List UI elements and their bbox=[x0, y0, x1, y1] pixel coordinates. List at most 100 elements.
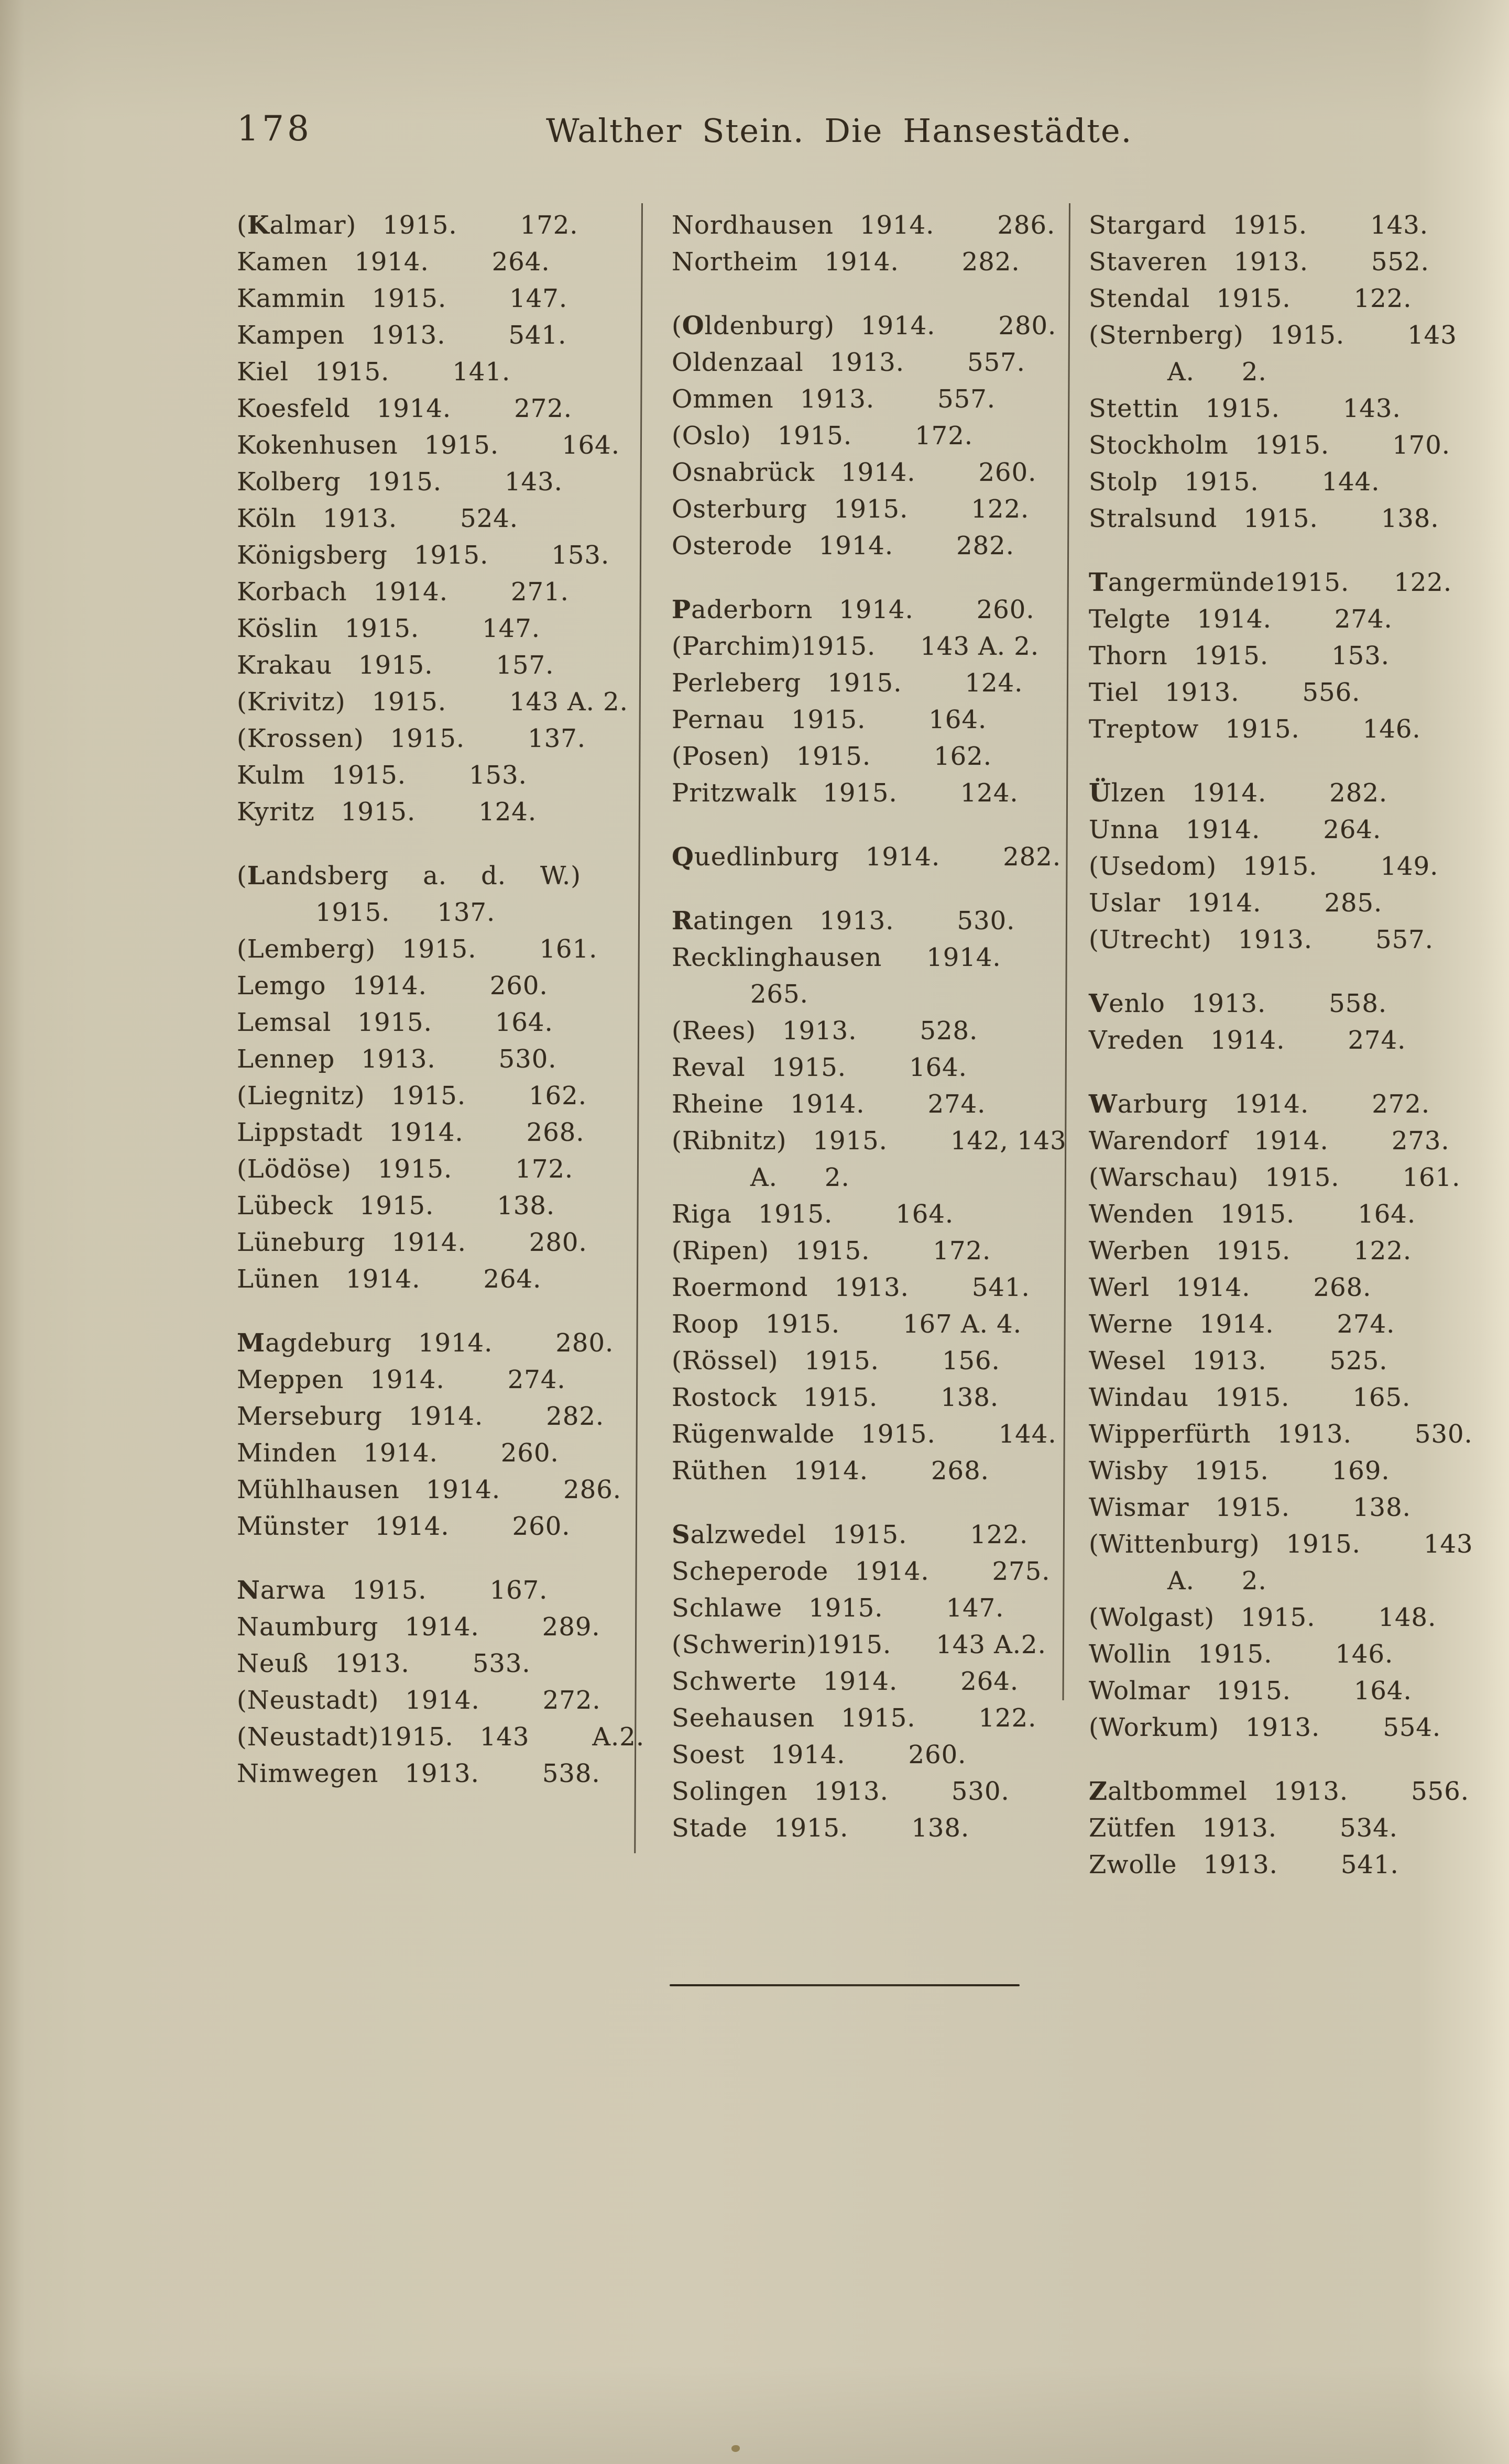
entry-token: 1913. bbox=[322, 504, 398, 533]
entry-token: 1915. bbox=[1215, 1493, 1290, 1522]
index-entry: Kammin 1915. 147. bbox=[237, 280, 634, 317]
entry-token: 280. bbox=[529, 1228, 587, 1257]
entry-token: 1914. bbox=[860, 311, 936, 340]
index-entry: (Schwerin)1915. 143 A.2. bbox=[672, 1626, 1060, 1663]
entry-token: 541. bbox=[508, 321, 567, 350]
entry-token: 1915. bbox=[1286, 1530, 1361, 1559]
index-entry: Rostock 1915. 138. bbox=[672, 1379, 1060, 1416]
entry-token: Magdeburg bbox=[237, 1328, 392, 1358]
index-group: (Kalmar) 1915. 172. Kamen 1914. 264. Kammin 191… bbox=[237, 207, 634, 830]
index-entry: Warendorf 1914. 273. bbox=[1089, 1123, 1467, 1159]
entry-token: 274. bbox=[1337, 1310, 1395, 1339]
entry-token: 1914. bbox=[375, 1512, 450, 1541]
entry-token: 143 bbox=[1407, 321, 1457, 350]
index-entry: Ratingen 1913. 530. bbox=[672, 903, 1060, 939]
entry-token: 1915. bbox=[331, 761, 407, 790]
entry-token: 285. bbox=[1324, 888, 1383, 918]
entry-token: Lüneburg bbox=[237, 1228, 366, 1257]
entry-token: 149. bbox=[1380, 852, 1439, 881]
index-entry: Perleberg 1915. 124. bbox=[672, 665, 1060, 701]
entry-token: 1913. bbox=[1202, 1813, 1277, 1843]
entry-token: 557. bbox=[937, 384, 996, 414]
entry-token: 1914. bbox=[818, 531, 894, 560]
entry-token: Stendal bbox=[1089, 284, 1190, 313]
entry-token: Kolberg bbox=[237, 467, 341, 497]
entry-token: 1913. bbox=[371, 321, 446, 350]
entry-token: 1914. bbox=[1210, 1026, 1285, 1055]
entry-token: 1915. bbox=[832, 1520, 907, 1549]
entry-token: 260. bbox=[978, 458, 1037, 487]
running-title: Walther Stein. Die Hansestädte. bbox=[546, 112, 1133, 150]
entry-token: 169. bbox=[1331, 1456, 1390, 1486]
index-group: Warburg 1914. 272. Warendorf 1914. 273. (Warsc… bbox=[1089, 1086, 1473, 1746]
index-entry: Krakau 1915. 157. bbox=[237, 647, 634, 684]
index-entry: Neuß 1913. 533. bbox=[237, 1645, 634, 1682]
entry-token: 144. bbox=[1321, 467, 1380, 497]
entry-token: Soest bbox=[672, 1740, 745, 1769]
index-entry: Stockholm 1915. 170. bbox=[1089, 427, 1467, 464]
entry-token: Lünen bbox=[237, 1264, 320, 1294]
entry-token: (Wolgast) bbox=[1089, 1603, 1215, 1632]
entry-token: 272. bbox=[542, 1686, 601, 1715]
entry-token: 1915. bbox=[391, 1081, 466, 1110]
entry-token: 1914. bbox=[376, 394, 452, 423]
entry-token: 274. bbox=[1348, 1026, 1406, 1055]
index-entry: Rüthen 1914. 268. bbox=[672, 1453, 1060, 1489]
index-entry: Kyritz 1915. 124. bbox=[237, 794, 634, 830]
entry-token: 557. bbox=[1375, 925, 1434, 954]
index-entry: Uslar 1914. 285. bbox=[1089, 885, 1467, 921]
entry-token: (Ribnitz) bbox=[672, 1126, 787, 1156]
entry-token: Lennep bbox=[237, 1044, 335, 1074]
index-entry: Roermond 1913. 541. bbox=[672, 1269, 1060, 1306]
entry-token: Schlawe bbox=[672, 1593, 783, 1623]
entry-token: 1915. bbox=[357, 1008, 432, 1037]
entry-token: 1915. bbox=[1194, 1456, 1269, 1486]
entry-token: 264. bbox=[960, 1667, 1019, 1696]
index-entry: (Liegnitz) 1915. 162. bbox=[237, 1077, 634, 1114]
entry-token: Narwa bbox=[237, 1576, 326, 1605]
entry-token: 533. bbox=[472, 1649, 531, 1678]
entry-token: 264. bbox=[1323, 815, 1382, 844]
index-entry: Lemgo 1914. 260. bbox=[237, 967, 634, 1004]
entry-token: Stettin bbox=[1089, 394, 1179, 423]
entry-token: 1915. bbox=[341, 797, 416, 827]
entry-token: 124. bbox=[965, 668, 1023, 698]
entry-token: 1915. bbox=[804, 1346, 879, 1376]
entry-token: 170. bbox=[1392, 431, 1451, 460]
index-entry: Ülzen 1914. 282. bbox=[1089, 775, 1467, 811]
entry-token: 172. bbox=[915, 421, 973, 450]
entry-token: Pernau bbox=[672, 705, 765, 734]
index-entry: Rheine 1914. 274. bbox=[672, 1086, 1060, 1123]
entry-token: (Oslo) bbox=[672, 421, 751, 450]
entry-token: Kamen bbox=[237, 247, 329, 277]
index-entry: Lemsal 1915. 164. bbox=[237, 1004, 634, 1041]
index-entry: Königsberg 1915. 153. bbox=[237, 537, 634, 574]
entry-token: 265. bbox=[750, 980, 808, 1009]
entry-token: 1913. bbox=[834, 1273, 909, 1302]
index-entry: Wipperfürth 1913. 530. bbox=[1089, 1416, 1472, 1453]
entry-token: (Lemberg) bbox=[237, 934, 376, 964]
entry-token: 275. bbox=[992, 1557, 1051, 1586]
entry-token: 1915. bbox=[1197, 1640, 1273, 1669]
entry-token: 156. bbox=[942, 1346, 1000, 1376]
index-entry: Recklinghausen 1914. bbox=[672, 939, 1060, 976]
index-entry: Minden 1914. 260. bbox=[237, 1435, 634, 1471]
index-entry: Warburg 1914. 272. bbox=[1089, 1086, 1467, 1123]
entry-token: Krakau bbox=[237, 651, 333, 680]
entry-token: 1915. bbox=[833, 494, 909, 524]
entry-token: Unna bbox=[1089, 815, 1160, 844]
entry-token: Rheine bbox=[672, 1090, 764, 1119]
entry-token: 268. bbox=[1313, 1273, 1372, 1302]
entry-token: 260. bbox=[489, 971, 548, 1000]
entry-token: 260. bbox=[512, 1512, 571, 1541]
entry-token: 1915. bbox=[359, 1191, 434, 1220]
index-entry: Stade 1915. 138. bbox=[672, 1810, 1060, 1846]
entry-token: (Rees) bbox=[672, 1016, 757, 1046]
entry-token: 1913. bbox=[819, 906, 894, 936]
entry-token: Seehausen bbox=[672, 1703, 815, 1733]
entry-token: 1915. bbox=[791, 705, 866, 734]
entry-token: Osterburg bbox=[672, 494, 807, 524]
entry-token: 1915. bbox=[1243, 504, 1318, 533]
index-entry: (Warschau) 1915. 161. bbox=[1089, 1159, 1467, 1196]
index-entry: Quedlinburg 1914. 282. bbox=[672, 839, 1060, 875]
